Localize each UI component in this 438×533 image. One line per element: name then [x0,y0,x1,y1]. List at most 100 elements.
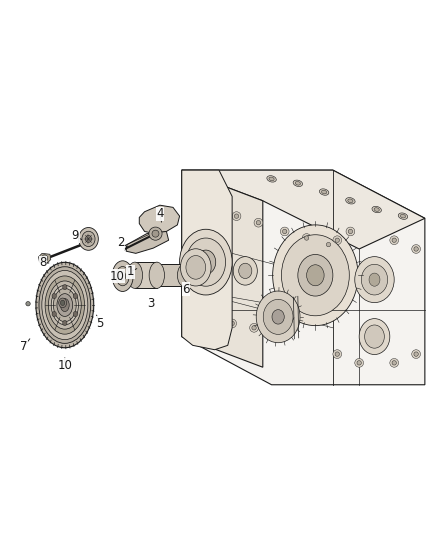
Polygon shape [182,170,425,249]
Ellipse shape [272,310,284,324]
Ellipse shape [392,238,396,243]
Ellipse shape [230,321,234,326]
Ellipse shape [127,262,142,288]
Ellipse shape [414,247,418,251]
Polygon shape [182,170,263,367]
Ellipse shape [177,264,191,286]
Ellipse shape [281,235,350,316]
Ellipse shape [82,231,95,247]
Ellipse shape [196,250,215,274]
Ellipse shape [39,266,91,343]
Ellipse shape [293,180,303,187]
Ellipse shape [372,206,381,213]
Text: 5: 5 [96,317,103,330]
Ellipse shape [63,285,67,290]
Ellipse shape [369,273,380,286]
Ellipse shape [400,214,406,218]
Text: 1: 1 [127,265,134,278]
Ellipse shape [390,359,399,367]
Ellipse shape [48,281,81,329]
Ellipse shape [335,352,339,356]
Ellipse shape [326,243,331,247]
Ellipse shape [390,236,399,245]
Ellipse shape [206,201,215,209]
Text: 9: 9 [71,229,79,243]
Polygon shape [126,231,169,253]
Ellipse shape [60,298,69,312]
Ellipse shape [254,219,263,227]
Text: 6: 6 [182,283,190,296]
Text: 10: 10 [110,270,125,282]
Ellipse shape [78,228,98,251]
Ellipse shape [186,238,226,286]
Ellipse shape [208,317,212,321]
Ellipse shape [335,238,339,243]
Ellipse shape [120,272,126,280]
Ellipse shape [206,243,223,264]
Ellipse shape [26,302,30,306]
Ellipse shape [152,230,159,237]
Ellipse shape [53,288,76,322]
Ellipse shape [333,236,342,245]
Ellipse shape [298,254,333,296]
Ellipse shape [45,276,85,334]
Ellipse shape [232,212,241,221]
Ellipse shape [233,257,258,285]
Ellipse shape [361,264,388,295]
Ellipse shape [85,236,92,243]
Ellipse shape [36,262,94,348]
Polygon shape [182,170,232,350]
Ellipse shape [412,350,420,359]
Text: 7: 7 [20,340,28,353]
Ellipse shape [234,214,239,219]
Ellipse shape [346,198,355,204]
Ellipse shape [239,263,252,279]
Ellipse shape [180,229,232,295]
Ellipse shape [208,203,212,207]
Ellipse shape [324,240,333,249]
Ellipse shape [42,255,48,262]
Ellipse shape [374,208,379,212]
Polygon shape [155,264,184,286]
Ellipse shape [280,227,289,236]
Polygon shape [135,262,157,288]
Ellipse shape [252,326,256,330]
Ellipse shape [149,227,162,240]
Text: 3: 3 [148,297,155,310]
Ellipse shape [348,199,353,203]
Ellipse shape [346,227,355,236]
Text: 10: 10 [57,359,72,372]
Ellipse shape [357,361,361,365]
Ellipse shape [307,265,324,286]
Polygon shape [39,253,51,263]
Text: 4: 4 [156,207,164,221]
Ellipse shape [73,294,78,298]
Ellipse shape [51,285,78,325]
Ellipse shape [398,213,408,220]
Ellipse shape [355,257,394,303]
Ellipse shape [63,320,67,326]
Ellipse shape [186,255,206,279]
Ellipse shape [42,270,88,340]
Ellipse shape [52,294,57,298]
Ellipse shape [52,311,57,317]
Ellipse shape [355,359,364,367]
Ellipse shape [414,352,418,356]
Ellipse shape [302,233,311,243]
Text: 8: 8 [39,256,46,270]
Polygon shape [182,170,425,385]
Ellipse shape [116,266,129,286]
Ellipse shape [73,311,78,317]
Ellipse shape [256,291,300,343]
Ellipse shape [228,319,237,328]
Ellipse shape [250,324,258,332]
Ellipse shape [267,176,276,182]
Ellipse shape [263,300,293,334]
Text: 2: 2 [117,236,124,249]
Polygon shape [139,205,180,233]
Ellipse shape [57,294,73,317]
Ellipse shape [112,261,133,292]
Ellipse shape [60,300,65,305]
Ellipse shape [319,189,329,195]
Ellipse shape [149,264,162,286]
